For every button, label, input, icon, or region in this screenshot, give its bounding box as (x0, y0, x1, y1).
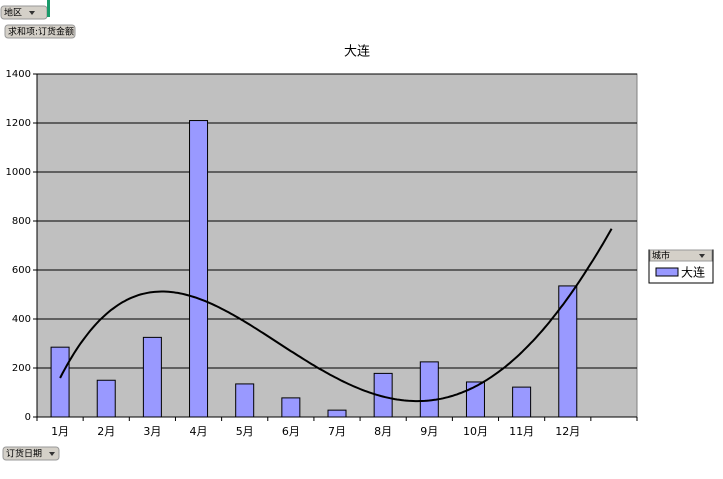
chart-title: 大连 (344, 44, 370, 60)
cell-cursor (47, 0, 50, 17)
legend-field-button[interactable] (649, 249, 713, 262)
bar (373, 372, 393, 418)
data-field-button[interactable] (4, 24, 76, 39)
x-tick-label: 11月 (509, 425, 534, 438)
bar (189, 120, 209, 418)
legend-swatch (655, 267, 679, 277)
x-tick-label: 10月 (463, 425, 488, 438)
category-field-button[interactable] (2, 446, 60, 461)
dropdown-arrow (699, 254, 705, 258)
category-field: 订货日期 (6, 448, 42, 460)
y-tick-label: 400 (12, 314, 31, 325)
x-tick-label: 6月 (282, 425, 300, 438)
bar (512, 386, 532, 418)
x-tick-label: 3月 (143, 425, 161, 438)
bar (465, 381, 485, 418)
y-tick-label: 0 (25, 412, 31, 423)
bar (281, 397, 301, 418)
legend-label: 大连 (681, 265, 705, 280)
y-tick-label: 600 (12, 265, 31, 276)
data-field: 求和项:订货金额 (8, 26, 74, 38)
bar (50, 346, 70, 418)
page-field: 地区 (4, 7, 22, 19)
x-tick-label: 1月 (51, 425, 69, 438)
trendline (59, 228, 613, 403)
bar (419, 361, 439, 418)
x-tick-label: 5月 (236, 425, 254, 438)
x-tick-label: 2月 (97, 425, 115, 438)
bar (558, 285, 578, 418)
x-tick-label: 8月 (374, 425, 392, 438)
y-tick-label: 1000 (6, 167, 31, 178)
dropdown-arrow (29, 11, 35, 15)
bar (142, 336, 162, 418)
x-tick-label: 7月 (328, 425, 346, 438)
plot-area (36, 73, 638, 418)
x-tick-label: 4月 (190, 425, 208, 438)
bar (327, 409, 347, 418)
bar (96, 379, 116, 418)
dropdown-arrow (49, 452, 55, 456)
bar (235, 383, 255, 418)
y-tick-label: 200 (12, 363, 31, 374)
y-tick-label: 800 (12, 216, 31, 227)
y-tick-label: 1400 (6, 69, 31, 80)
legend-title: 城市 (652, 250, 670, 262)
x-tick-label: 9月 (420, 425, 438, 438)
y-tick-label: 1200 (6, 118, 31, 129)
x-tick-label: 12月 (555, 425, 580, 438)
